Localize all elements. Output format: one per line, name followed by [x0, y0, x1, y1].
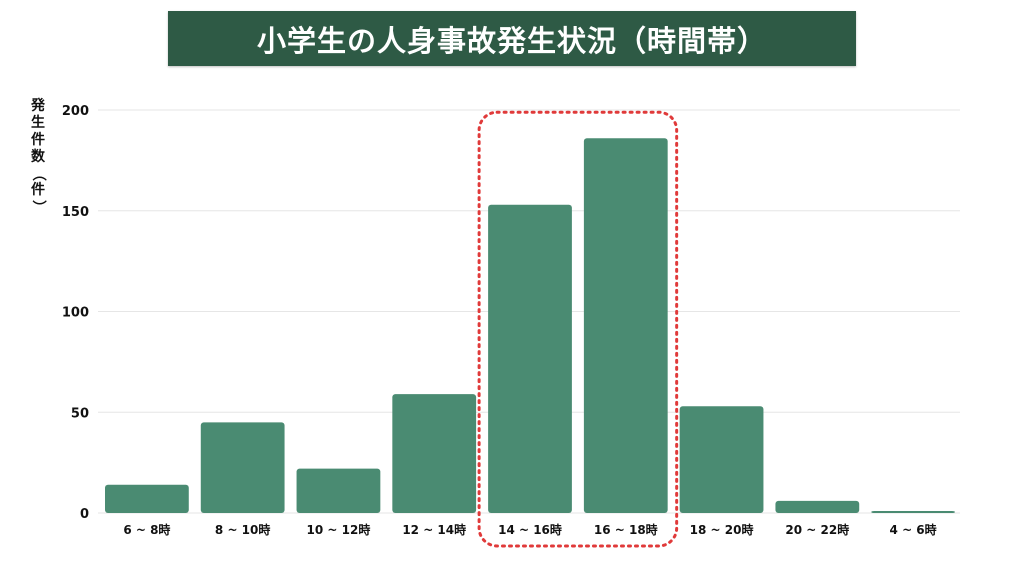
- y-tick-label: 100: [62, 306, 89, 321]
- x-tick-label: 6 ~ 8時: [123, 522, 170, 537]
- chart-title: 小学生の人身事故発生状況（時間帯）: [256, 23, 767, 58]
- y-tick-label: 150: [62, 205, 89, 220]
- bar: [775, 500, 860, 513]
- bar: [583, 138, 668, 513]
- y-tick-label: 50: [71, 406, 89, 421]
- x-tick-label: 12 ~ 14時: [402, 522, 466, 537]
- y-axis-label-char: 発: [31, 98, 45, 114]
- bar: [488, 204, 572, 513]
- x-tick-label: 14 ~ 16時: [498, 522, 562, 537]
- y-axis-label-char: 件: [31, 182, 45, 198]
- x-tick-label: 4 ~ 6時: [890, 522, 937, 537]
- y-tick-label: 0: [80, 507, 89, 522]
- bar: [392, 394, 477, 513]
- x-tick-label: 20 ~ 22時: [785, 522, 849, 537]
- title-banner: 小学生の人身事故発生状況（時間帯）: [168, 11, 856, 66]
- bar: [871, 510, 955, 513]
- x-tick-label: 16 ~ 18時: [594, 522, 658, 537]
- bar: [105, 484, 189, 513]
- y-tick-label: 200: [62, 104, 89, 119]
- y-axis-label-char: 数: [31, 149, 45, 165]
- x-tick-label: 18 ~ 20時: [690, 522, 754, 537]
- x-tick-label: 10 ~ 12時: [307, 522, 371, 537]
- x-tick-label: 8 ~ 10時: [215, 522, 270, 537]
- bar: [200, 422, 285, 513]
- y-axis-label: 発生件数（件）: [26, 98, 50, 215]
- y-axis-label-char: 生: [31, 115, 45, 131]
- y-axis-label-char: 件: [31, 132, 45, 148]
- bar: [296, 468, 381, 513]
- bar: [679, 406, 764, 513]
- highlight-box: [477, 110, 679, 548]
